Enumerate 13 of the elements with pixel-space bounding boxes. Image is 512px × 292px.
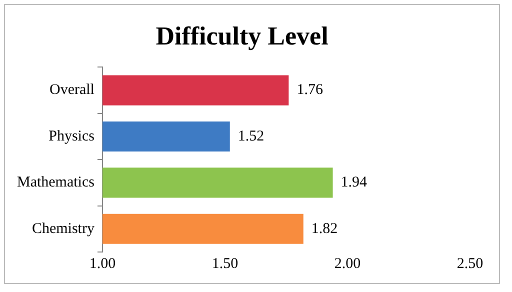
data-label: 1.52 xyxy=(238,128,264,144)
y-tick-label: Physics xyxy=(48,128,95,144)
x-tick-label: 1.00 xyxy=(89,256,116,272)
y-tick-label: Chemistry xyxy=(32,220,95,237)
y-tick-label: Overall xyxy=(49,82,94,98)
y-tick-label: Mathematics xyxy=(16,174,95,191)
data-label: 1.82 xyxy=(311,220,338,237)
data-label: 1.94 xyxy=(340,174,368,191)
chart-title: Difficulty Level xyxy=(156,21,328,50)
x-tick-label: 1.50 xyxy=(212,256,238,272)
x-tick-label: 2.00 xyxy=(334,256,361,272)
x-tick-label: 2.50 xyxy=(456,256,484,272)
data-label: 1.76 xyxy=(296,82,324,98)
